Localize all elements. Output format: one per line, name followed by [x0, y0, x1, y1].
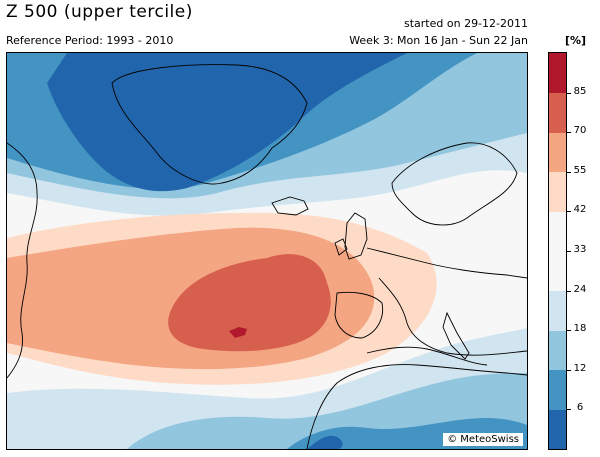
colorbar-tick	[567, 251, 571, 252]
colorbar	[548, 52, 567, 450]
colorbar-tick-label: 24	[573, 283, 587, 295]
coastline-north-america	[7, 142, 38, 379]
colorbar-tick-label: 6	[576, 402, 584, 414]
forecast-week: Week 3: Mon 16 Jan - Sun 22 Jan	[349, 34, 528, 47]
credit-text: MeteoSwiss	[460, 434, 519, 445]
colorbar-tick-label: 55	[573, 164, 587, 176]
credit-label: © MeteoSwiss	[443, 433, 523, 446]
coastline-greenland	[111, 64, 308, 185]
colorbar-segment	[549, 132, 566, 173]
colorbar-tick	[567, 132, 571, 134]
colorbar-tick-label: 42	[573, 204, 587, 216]
colorbar-tick-label: 85	[573, 85, 587, 97]
colorbar-tick-label: 18	[573, 323, 587, 335]
colorbar-tick-label: 33	[573, 244, 587, 255]
coastline-europe	[366, 247, 527, 356]
colorbar-segment	[549, 409, 566, 450]
coastline-scandinavia	[391, 142, 518, 226]
colorbar-segment	[549, 92, 566, 133]
forecast-start-date: started on 29-12-2011	[404, 17, 528, 30]
coastline-mediterranean	[366, 346, 488, 366]
colorbar-segment	[549, 53, 566, 94]
region-south-dark-blue	[307, 435, 343, 449]
colorbar-tick	[567, 92, 571, 94]
colorbar-segment	[549, 369, 566, 410]
colorbar-tick	[567, 409, 571, 411]
coastline-africa	[306, 364, 527, 449]
colorbar-unit: [%]	[565, 34, 587, 47]
colorbar-tick	[567, 171, 571, 173]
colorbar-tick	[567, 211, 571, 213]
colorbar-tick	[567, 330, 571, 332]
coastline-iberia	[334, 291, 384, 339]
colorbar-segment	[549, 251, 566, 292]
colorbar-tick-label: 12	[573, 362, 587, 374]
region-greenland-dark-blue	[47, 53, 407, 192]
probability-map: © MeteoSwiss	[6, 52, 528, 450]
colorbar-segment	[549, 171, 566, 212]
map-canvas	[7, 53, 527, 449]
colorbar-segment	[549, 211, 566, 252]
colorbar-segment	[549, 290, 566, 331]
coastline-iceland	[271, 196, 309, 216]
colorbar-tick	[567, 290, 571, 292]
colorbar-segment	[549, 330, 566, 371]
region-atlantic-dark-red	[229, 327, 247, 338]
coastlines	[7, 64, 527, 449]
colorbar-tick-label: 70	[573, 125, 587, 137]
region-atlantic-mid-red	[168, 254, 331, 352]
coastline-british-isles	[334, 212, 368, 260]
map-title: Z 500 (upper tercile)	[6, 2, 193, 22]
copyright-icon: ©	[447, 434, 458, 445]
colorbar-tick	[567, 369, 571, 371]
reference-period: Reference Period: 1993 - 2010	[6, 34, 174, 47]
coastline-italy	[442, 311, 470, 360]
